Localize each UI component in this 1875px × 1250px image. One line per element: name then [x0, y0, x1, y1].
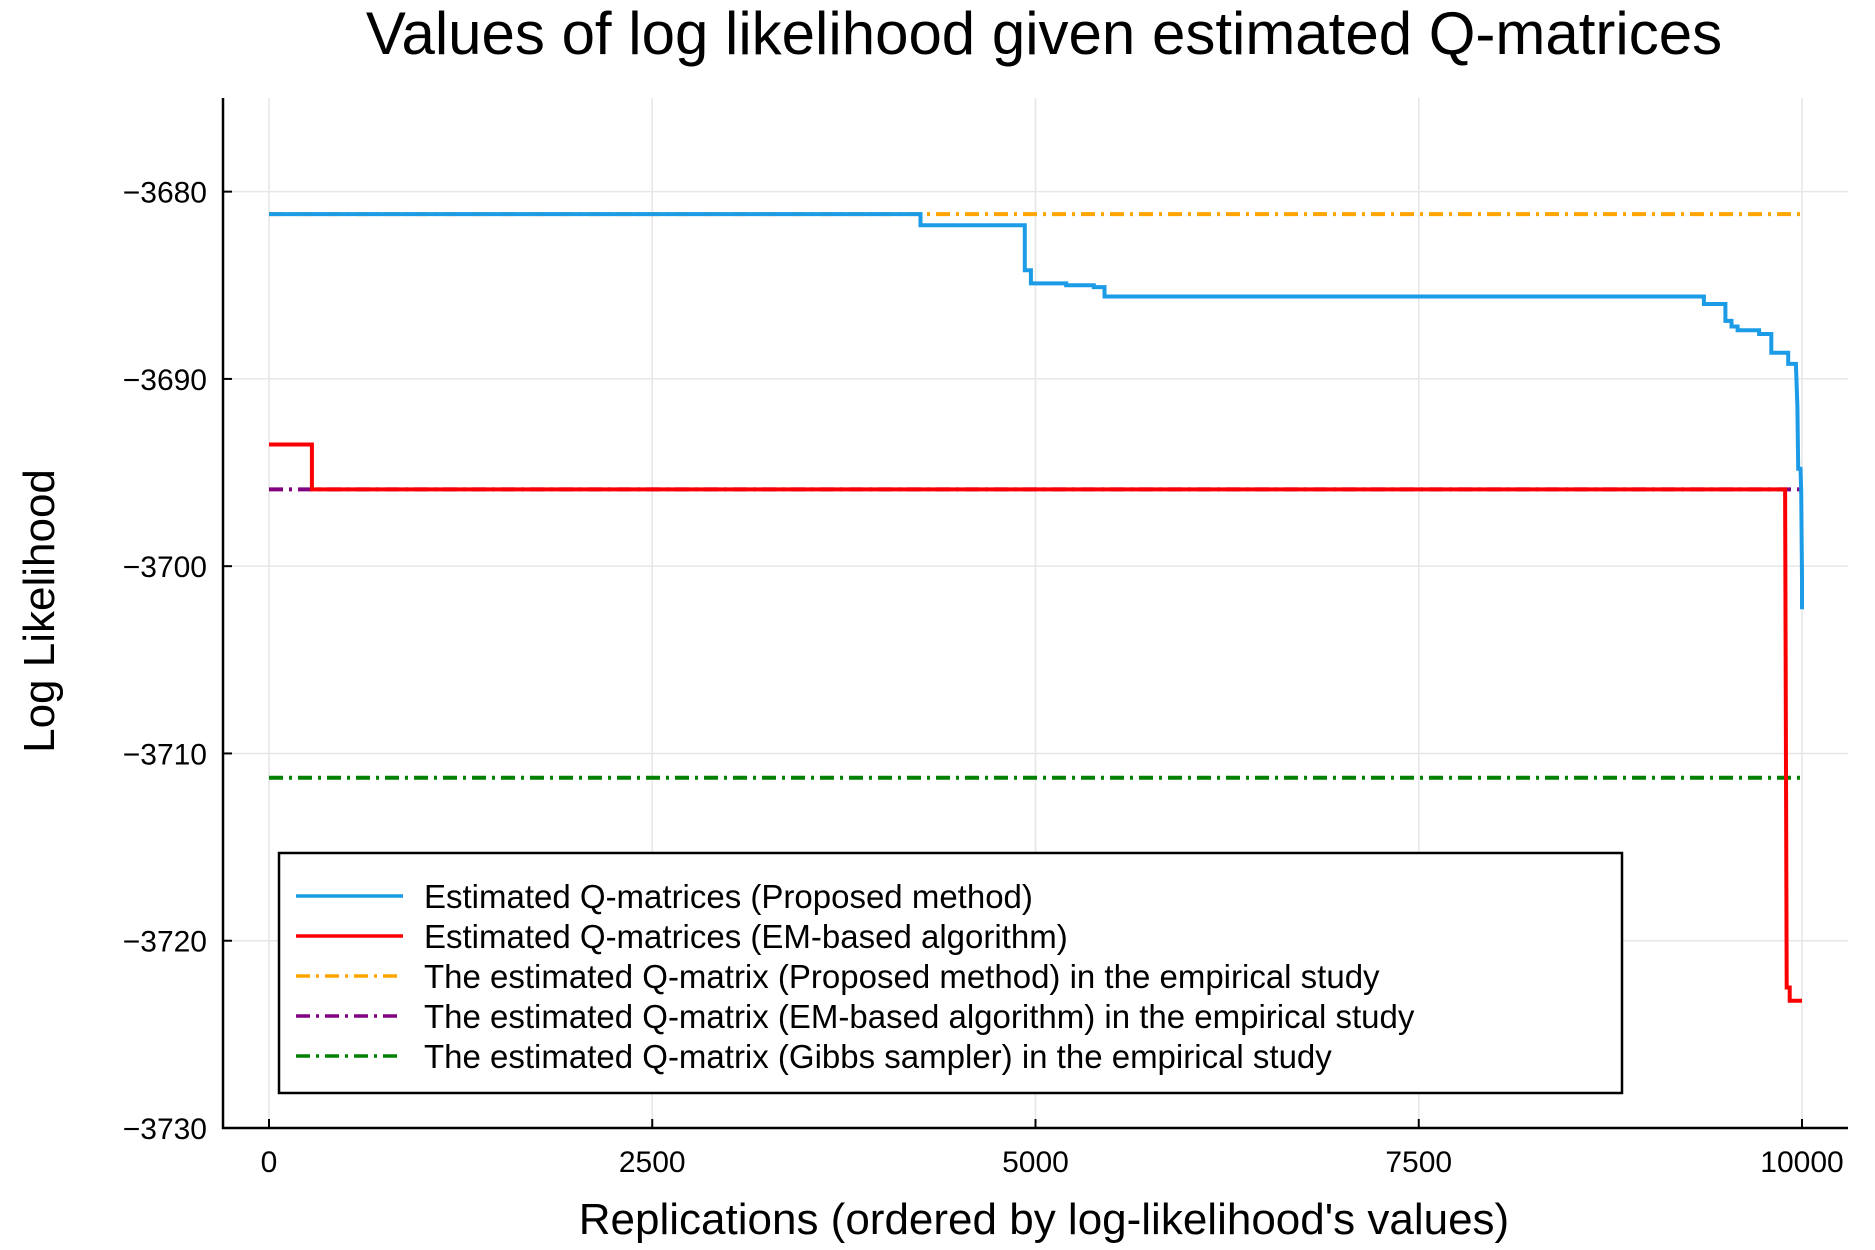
y-axis-label: Log Likelihood [15, 469, 64, 753]
y-tick-label: −3730 [123, 1113, 207, 1146]
series-line-2 [269, 442, 1802, 1003]
x-axis-label: Replications (ordered by log-likelihood'… [579, 1195, 1509, 1244]
y-tick-label: −3680 [123, 177, 207, 210]
chart-title: Values of log likelihood given estimated… [366, 0, 1722, 67]
y-tick-label: −3700 [123, 551, 207, 584]
series-layer [269, 212, 1804, 1003]
x-tick-label: 7500 [1385, 1146, 1452, 1179]
x-tick-label: 10000 [1760, 1146, 1843, 1179]
legend-label-3: The estimated Q-matrix (Proposed method)… [424, 958, 1380, 995]
legend: Estimated Q-matrices (Proposed method)Es… [277, 851, 1624, 1095]
y-tick-label: −3690 [123, 364, 207, 397]
legend-label-2: Estimated Q-matrices (EM-based algorithm… [424, 918, 1068, 955]
x-tick-label: 5000 [1002, 1146, 1069, 1179]
y-tick-label: −3720 [123, 926, 207, 959]
ticks: 0 2500 5000 7500 10000 −3680 −3690 −3700 −3710 −3… [123, 177, 1844, 1179]
x-tick-label: 2500 [619, 1146, 686, 1179]
legend-label-5: The estimated Q-matrix (Gibbs sampler) i… [424, 1038, 1332, 1075]
series-line-1 [269, 212, 1804, 610]
y-tick-label: −3710 [123, 738, 207, 771]
x-tick-label: 0 [261, 1146, 278, 1179]
legend-label-1: Estimated Q-matrices (Proposed method) [424, 878, 1033, 915]
legend-label-4: The estimated Q-matrix (EM-based algorit… [424, 998, 1415, 1035]
legend-box [277, 851, 1624, 1095]
